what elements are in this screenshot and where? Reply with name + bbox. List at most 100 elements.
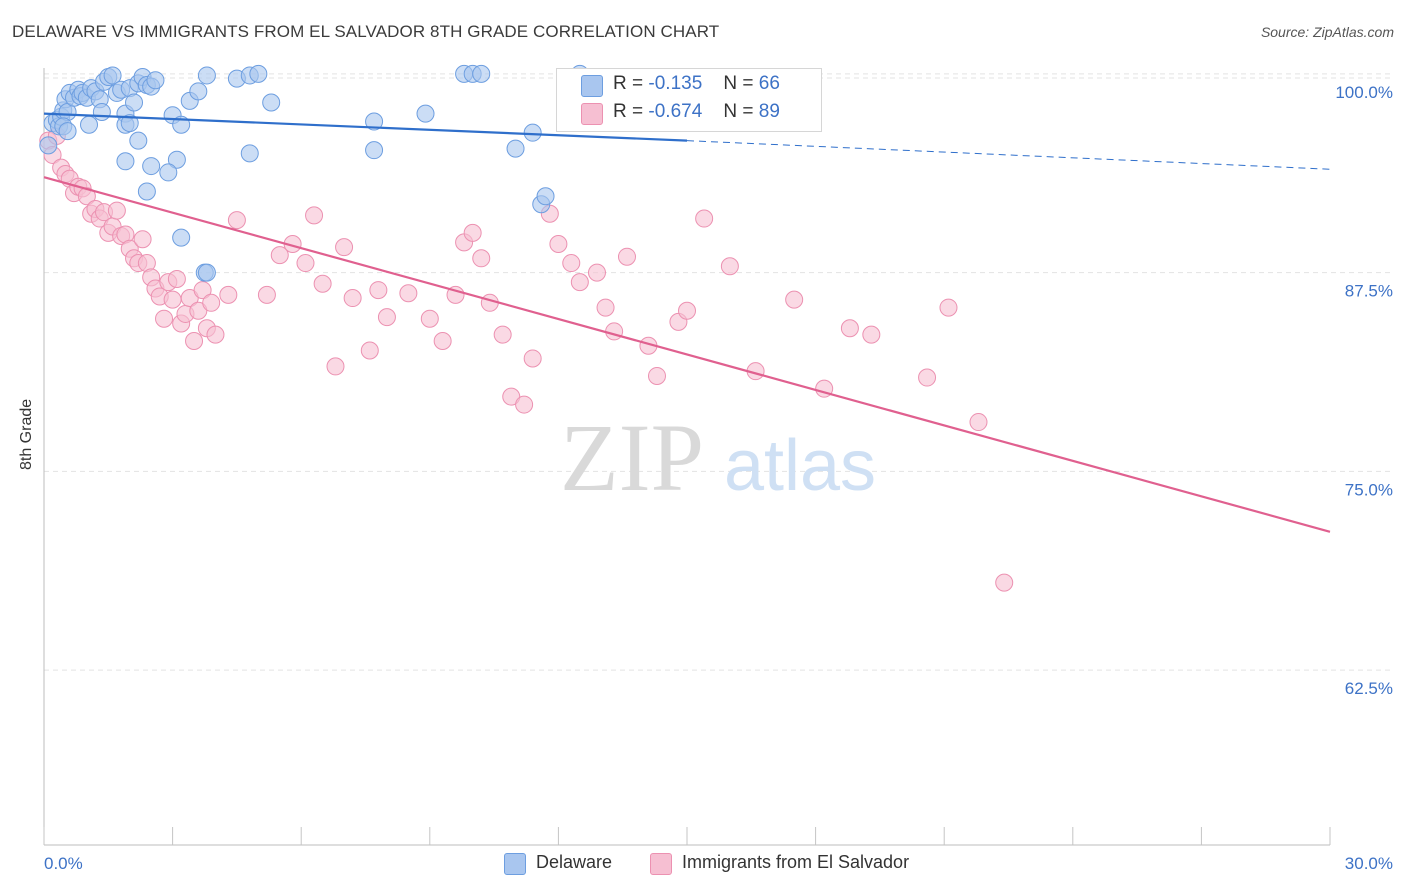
- data-point-immigrants: [605, 322, 624, 341]
- y-tick-label: 100.0%: [1335, 83, 1393, 102]
- data-point-delaware: [80, 115, 99, 134]
- data-point-immigrants: [939, 298, 958, 317]
- delaware-points: [39, 64, 589, 282]
- data-point-delaware: [137, 182, 156, 201]
- data-point-delaware: [167, 150, 186, 169]
- data-point-immigrants: [189, 301, 208, 320]
- data-point-immigrants: [133, 230, 152, 249]
- data-point-delaware: [472, 64, 491, 83]
- data-point-immigrants: [335, 238, 354, 257]
- trend-line-delaware-extension: [686, 140, 1331, 170]
- data-point-delaware: [142, 157, 161, 176]
- data-point-immigrants: [596, 298, 615, 317]
- data-point-immigrants: [155, 309, 174, 328]
- data-point-delaware: [58, 122, 77, 141]
- watermark-atlas: atlas: [724, 426, 876, 506]
- legend-swatch-pink: [581, 103, 603, 125]
- data-point-delaware: [416, 104, 435, 123]
- data-point-delaware: [92, 103, 111, 122]
- data-point-immigrants: [995, 573, 1014, 592]
- data-point-delaware: [120, 114, 139, 133]
- data-point-immigrants: [77, 187, 96, 206]
- data-point-immigrants: [219, 285, 238, 304]
- data-point-delaware: [523, 123, 542, 142]
- data-point-delaware: [197, 263, 216, 282]
- data-point-immigrants: [695, 209, 714, 228]
- legend-n-value: 89: [758, 101, 780, 122]
- data-point-immigrants: [167, 269, 186, 288]
- data-point-immigrants: [257, 285, 276, 304]
- legend-swatch-blue: [581, 75, 603, 97]
- bottom-legend-label: Immigrants from El Salvador: [682, 852, 910, 872]
- data-point-delaware: [125, 93, 144, 112]
- y-tick-labels: 100.0% 87.5% 75.0% 62.5%: [1335, 83, 1393, 698]
- data-point-immigrants: [206, 325, 225, 344]
- stats-legend: R = -0.135 N = 66 R = -0.674 N = 89: [556, 68, 822, 132]
- data-point-delaware: [197, 66, 216, 85]
- data-point-delaware: [365, 112, 384, 131]
- data-point-delaware: [262, 93, 281, 112]
- watermark: ZIP atlas: [560, 404, 876, 511]
- trend-lines: [43, 112, 1331, 533]
- data-point-immigrants: [270, 246, 289, 265]
- trend-line-delaware: [43, 112, 688, 142]
- data-point-delaware: [189, 82, 208, 101]
- legend-n-label: N =: [723, 73, 754, 94]
- data-point-delaware: [172, 228, 191, 247]
- data-point-immigrants: [107, 201, 126, 220]
- data-point-immigrants: [360, 341, 379, 360]
- data-point-immigrants: [343, 289, 362, 308]
- data-point-immigrants: [720, 257, 739, 276]
- data-point-immigrants: [587, 263, 606, 282]
- data-point-immigrants: [523, 349, 542, 368]
- bottom-legend-swatch-blue: [504, 853, 526, 875]
- data-point-delaware: [116, 152, 135, 171]
- data-point-delaware: [146, 71, 165, 90]
- data-point-delaware: [365, 141, 384, 160]
- data-point-delaware: [159, 163, 178, 182]
- data-point-delaware: [506, 139, 525, 158]
- x-tick-label: 30.0%: [1345, 854, 1393, 873]
- x-tick-labels: 0.0% 30.0%: [44, 854, 1393, 873]
- data-point-immigrants: [433, 331, 452, 350]
- data-point-immigrants: [472, 249, 491, 268]
- data-point-delaware: [129, 131, 148, 150]
- data-point-immigrants: [515, 395, 534, 414]
- chart-title: DELAWARE VS IMMIGRANTS FROM EL SALVADOR …: [12, 22, 720, 41]
- data-point-delaware: [536, 187, 555, 206]
- legend-r-value: -0.135: [648, 73, 703, 94]
- bottom-legend-label: Delaware: [536, 852, 613, 872]
- axes: [43, 68, 1331, 846]
- data-point-immigrants: [785, 290, 804, 309]
- data-point-immigrants: [562, 254, 581, 273]
- data-point-delaware: [103, 66, 122, 85]
- data-point-immigrants: [369, 281, 388, 300]
- data-point-immigrants: [617, 247, 636, 266]
- legend-r-label: R =: [613, 73, 644, 94]
- data-point-immigrants: [377, 308, 396, 327]
- data-point-immigrants: [227, 211, 246, 230]
- legend-r-value: -0.674: [648, 101, 703, 122]
- legend-n-value: 66: [758, 73, 780, 94]
- data-point-immigrants: [420, 309, 439, 328]
- data-point-immigrants: [969, 413, 988, 432]
- bottom-legend-swatch-pink: [650, 853, 672, 875]
- data-point-immigrants: [305, 206, 324, 225]
- immigrants-points: [39, 126, 1014, 592]
- x-tick-label: 0.0%: [44, 854, 83, 873]
- data-point-immigrants: [185, 331, 204, 350]
- data-point-immigrants: [678, 301, 696, 320]
- watermark-zip: ZIP: [560, 404, 704, 511]
- data-point-immigrants: [502, 387, 521, 406]
- data-point-immigrants: [549, 234, 568, 253]
- data-point-immigrants: [326, 357, 345, 376]
- data-point-immigrants: [399, 284, 418, 303]
- data-point-immigrants: [463, 223, 482, 242]
- data-point-immigrants: [862, 325, 881, 344]
- data-point-immigrants: [202, 293, 221, 312]
- source-credit: Source: ZipAtlas.com: [1260, 24, 1394, 40]
- legend-n-label: N =: [723, 101, 754, 122]
- data-point-immigrants: [313, 274, 332, 293]
- data-point-immigrants: [493, 325, 512, 344]
